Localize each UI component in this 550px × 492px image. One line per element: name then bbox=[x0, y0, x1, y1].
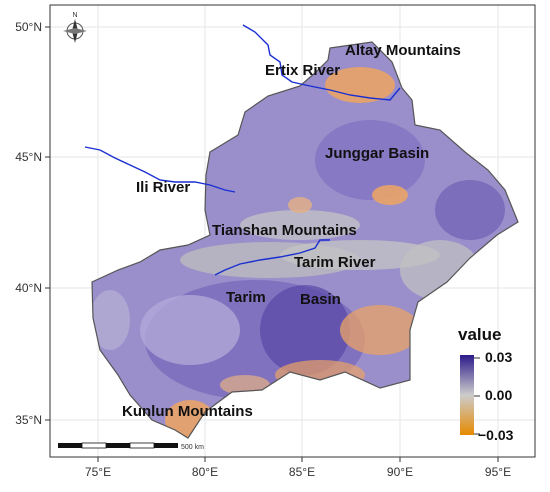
rivers bbox=[84, 24, 401, 276]
label-tarim-river: Tarim River bbox=[294, 254, 376, 271]
legend-min: −0.03 bbox=[478, 427, 514, 443]
legend-max: 0.03 bbox=[485, 349, 512, 365]
label-basin: Basin bbox=[300, 291, 341, 308]
lat-label-45: 45°N bbox=[15, 150, 42, 164]
north-label: N bbox=[72, 12, 77, 19]
label-tianshan-mountains: Tianshan Mountains bbox=[212, 222, 357, 239]
lon-label-95: 95°E bbox=[485, 465, 511, 479]
legend: value 0.03 0.00 −0.03 bbox=[458, 325, 514, 443]
legend-colorbar bbox=[460, 355, 474, 435]
lon-label-85: 85°E bbox=[289, 465, 315, 479]
lat-axis-labels: 50°N 45°N 40°N 35°N bbox=[15, 20, 50, 427]
label-altay-mountains: Altay Mountains bbox=[345, 42, 461, 59]
lat-label-50: 50°N bbox=[15, 20, 42, 34]
legend-title: value bbox=[458, 325, 501, 344]
region-labels: Altay Mountains Ertix River Junggar Basi… bbox=[122, 42, 461, 420]
label-junggar-basin: Junggar Basin bbox=[325, 145, 429, 162]
lon-label-80: 80°E bbox=[192, 465, 218, 479]
lat-label-35: 35°N bbox=[15, 413, 42, 427]
lat-label-40: 40°N bbox=[15, 281, 42, 295]
ertix-river-line bbox=[242, 24, 401, 101]
panel-frame bbox=[49, 4, 536, 458]
ili-river-line bbox=[84, 146, 236, 193]
lon-label-90: 90°E bbox=[387, 465, 413, 479]
lon-axis-labels: 75°E 80°E 85°E 90°E 95°E bbox=[85, 457, 511, 479]
label-ertix-river: Ertix River bbox=[265, 62, 340, 79]
label-kunlun-mountains: Kunlun Mountains bbox=[122, 403, 253, 420]
tarim-river-line bbox=[214, 239, 330, 276]
scale-bar: 500 km bbox=[58, 442, 204, 451]
lon-label-75: 75°E bbox=[85, 465, 111, 479]
label-ili-river: Ili River bbox=[136, 179, 190, 196]
label-tarim: Tarim bbox=[226, 289, 266, 306]
legend-mid: 0.00 bbox=[485, 387, 512, 403]
scale-label: 500 km bbox=[181, 444, 204, 451]
north-arrow-icon: N bbox=[63, 12, 87, 43]
